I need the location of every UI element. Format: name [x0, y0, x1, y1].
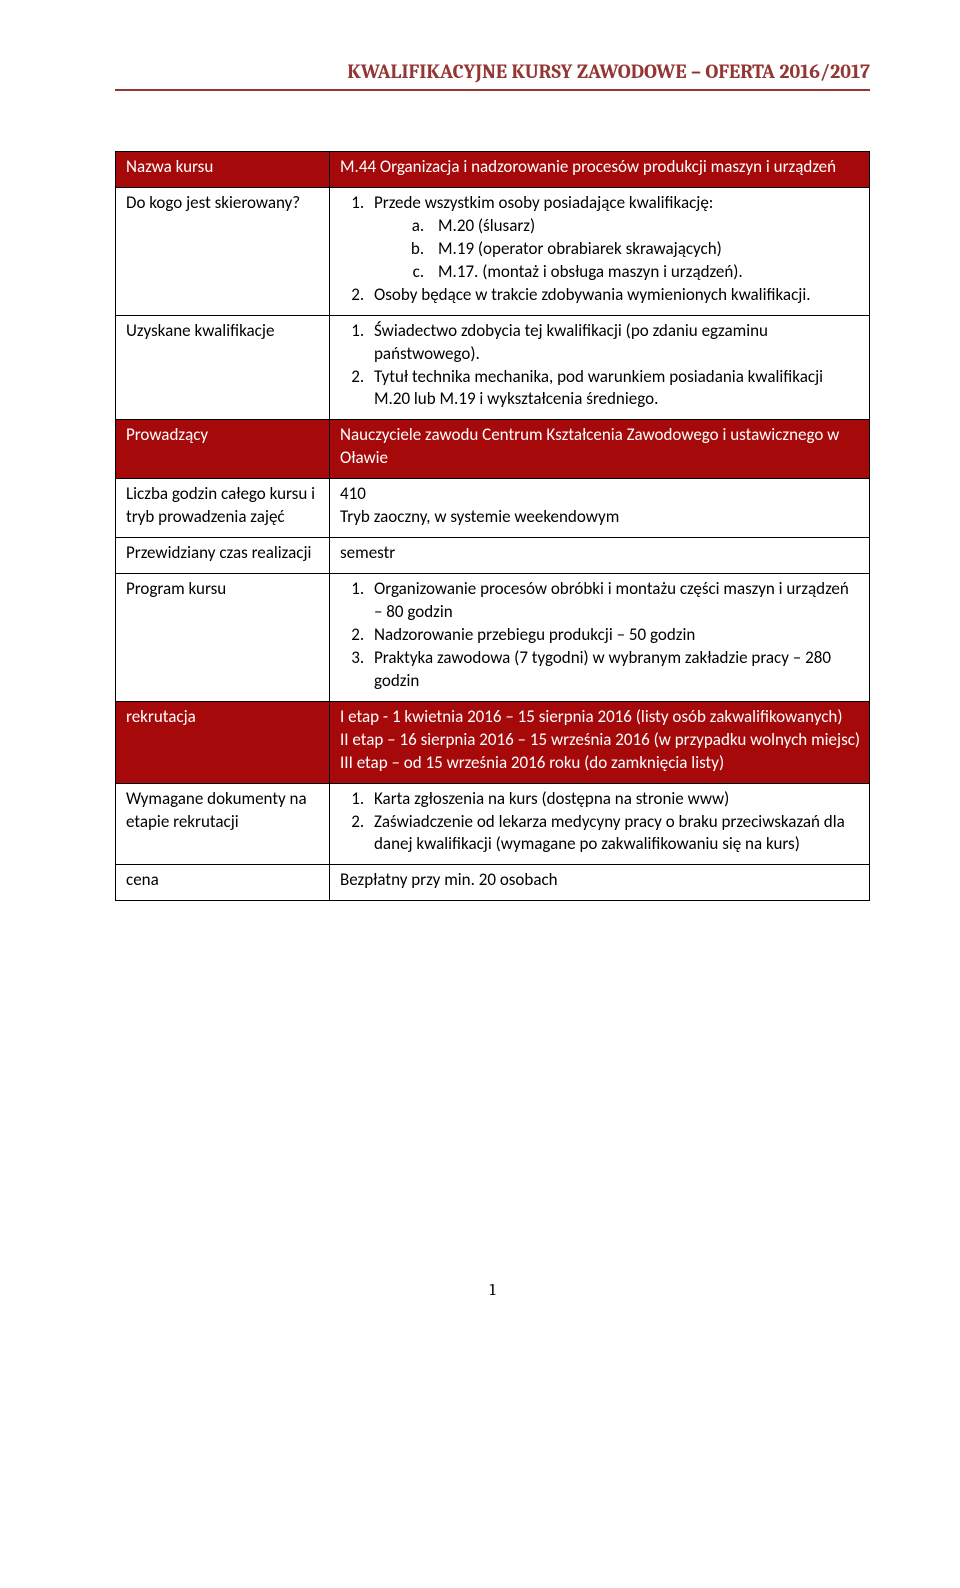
table-row: Przewidziany czas realizacji semestr [116, 538, 870, 574]
table-row: cena Bezpłatny przy min. 20 osobach [116, 865, 870, 901]
row-value: M.44 Organizacja i nadzorowanie procesów… [330, 152, 870, 188]
row-value: Świadectwo zdobycia tej kwalifikacji (po… [330, 315, 870, 420]
list-item: Karta zgłoszenia na kurs (dostępna na st… [368, 788, 861, 811]
list-item: Tytuł technika mechanika, pod warunkiem … [368, 366, 861, 412]
list-item: Osoby będące w trakcie zdobywania wymien… [368, 284, 861, 307]
list-item: Przede wszystkim osoby posiadające kwali… [368, 192, 861, 284]
row-label: Uzyskane kwalifikacje [116, 315, 330, 420]
hours-mode: Tryb zaoczny, w systemie weekendowym [340, 506, 861, 529]
row-label: Wymagane dokumenty na etapie rekrutacji [116, 783, 330, 865]
table-row: Uzyskane kwalifikacje Świadectwo zdobyci… [116, 315, 870, 420]
recruit-stage: II etap – 16 sierpnia 2016 – 15 września… [340, 729, 861, 752]
list-item-text: Przede wszystkim osoby posiadające kwali… [374, 192, 713, 213]
table-row: rekrutacja I etap - 1 kwietnia 2016 – 15… [116, 701, 870, 783]
row-value: Organizowanie procesów obróbki i montażu… [330, 574, 870, 702]
table-row: Liczba godzin całego kursu i tryb prowad… [116, 479, 870, 538]
row-label: rekrutacja [116, 701, 330, 783]
row-value: Nauczyciele zawodu Centrum Kształcenia Z… [330, 420, 870, 479]
row-label: Prowadzący [116, 420, 330, 479]
recruit-stage: I etap - 1 kwietnia 2016 – 15 sierpnia 2… [340, 706, 861, 729]
list-item: M.20 (ślusarz) [428, 215, 861, 238]
table-row: Wymagane dokumenty na etapie rekrutacji … [116, 783, 870, 865]
row-value: Bezpłatny przy min. 20 osobach [330, 865, 870, 901]
table-row: Prowadzący Nauczyciele zawodu Centrum Ks… [116, 420, 870, 479]
list-item: M.19 (operator obrabiarek skrawających) [428, 238, 861, 261]
list-item: Nadzorowanie przebiegu produkcji – 50 go… [368, 624, 861, 647]
list-item: M.17. (montaż i obsługa maszyn i urządze… [428, 261, 861, 284]
page-number: 1 [115, 1281, 870, 1300]
row-label: Program kursu [116, 574, 330, 702]
row-label: Liczba godzin całego kursu i tryb prowad… [116, 479, 330, 538]
page-header: KWALIFIKACYJNE KURSY ZAWODOWE – OFERTA 2… [115, 60, 870, 91]
list-item: Organizowanie procesów obróbki i montażu… [368, 578, 861, 624]
row-value: Przede wszystkim osoby posiadające kwali… [330, 187, 870, 315]
list-item: Zaświadczenie od lekarza medycyny pracy … [368, 811, 861, 857]
course-table: Nazwa kursu M.44 Organizacja i nadzorowa… [115, 151, 870, 901]
row-value: I etap - 1 kwietnia 2016 – 15 sierpnia 2… [330, 701, 870, 783]
hours-total: 410 [340, 483, 861, 506]
table-row: Program kursu Organizowanie procesów obr… [116, 574, 870, 702]
list-item: Świadectwo zdobycia tej kwalifikacji (po… [368, 320, 861, 366]
table-row: Nazwa kursu M.44 Organizacja i nadzorowa… [116, 152, 870, 188]
row-label: Do kogo jest skierowany? [116, 187, 330, 315]
row-value: semestr [330, 538, 870, 574]
row-label: cena [116, 865, 330, 901]
row-value: 410 Tryb zaoczny, w systemie weekendowym [330, 479, 870, 538]
table-row: Do kogo jest skierowany? Przede wszystki… [116, 187, 870, 315]
row-label: Nazwa kursu [116, 152, 330, 188]
row-value: Karta zgłoszenia na kurs (dostępna na st… [330, 783, 870, 865]
row-label: Przewidziany czas realizacji [116, 538, 330, 574]
list-item: Praktyka zawodowa (7 tygodni) w wybranym… [368, 647, 861, 693]
recruit-stage: III etap – od 15 września 2016 roku (do … [340, 752, 861, 775]
